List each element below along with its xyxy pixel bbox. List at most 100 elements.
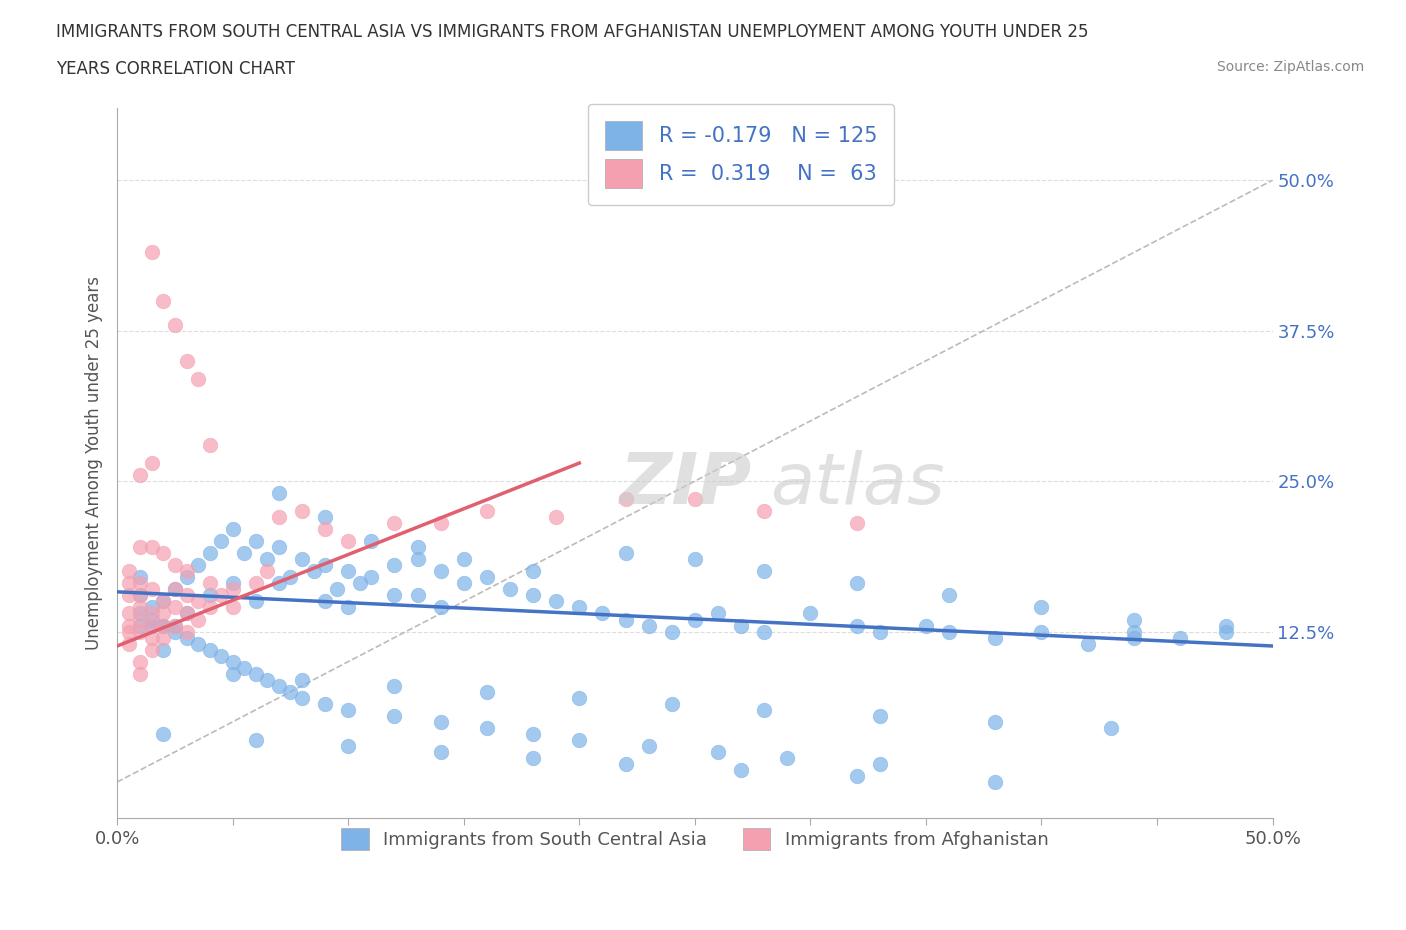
Point xyxy=(314,558,336,573)
Point xyxy=(163,618,186,633)
Point xyxy=(776,751,799,765)
Point xyxy=(129,570,152,585)
Point xyxy=(302,564,325,578)
Point xyxy=(1122,624,1144,639)
Point xyxy=(799,606,821,621)
Point xyxy=(152,546,174,561)
Point xyxy=(129,468,152,483)
Point xyxy=(163,317,186,332)
Point xyxy=(187,612,209,627)
Point xyxy=(176,353,198,368)
Point xyxy=(845,576,868,591)
Point xyxy=(222,600,245,615)
Point xyxy=(384,558,406,573)
Point xyxy=(141,631,163,645)
Point xyxy=(1215,618,1237,633)
Text: ZIP: ZIP xyxy=(620,450,752,519)
Point xyxy=(845,516,868,531)
Point xyxy=(349,576,371,591)
Point xyxy=(187,636,209,651)
Point xyxy=(129,576,152,591)
Point xyxy=(337,564,360,578)
Point xyxy=(129,654,152,669)
Point xyxy=(267,485,290,500)
Point xyxy=(614,546,637,561)
Point xyxy=(198,600,221,615)
Point xyxy=(280,570,302,585)
Point xyxy=(176,631,198,645)
Point xyxy=(984,714,1007,729)
Point xyxy=(661,697,683,711)
Point xyxy=(141,606,163,621)
Point xyxy=(245,576,267,591)
Point xyxy=(406,539,429,554)
Point xyxy=(661,624,683,639)
Point xyxy=(429,744,451,759)
Point xyxy=(187,371,209,386)
Point xyxy=(475,504,498,519)
Point xyxy=(568,733,591,748)
Point xyxy=(163,600,186,615)
Point xyxy=(118,618,141,633)
Point xyxy=(938,624,960,639)
Point xyxy=(118,576,141,591)
Point xyxy=(198,546,221,561)
Point xyxy=(845,768,868,783)
Point xyxy=(118,636,141,651)
Point xyxy=(233,660,256,675)
Point xyxy=(360,534,382,549)
Point xyxy=(1122,631,1144,645)
Point xyxy=(475,721,498,736)
Point xyxy=(141,642,163,657)
Point xyxy=(568,690,591,705)
Point xyxy=(429,516,451,531)
Point xyxy=(568,600,591,615)
Point xyxy=(118,624,141,639)
Point xyxy=(141,539,163,554)
Point xyxy=(1099,721,1122,736)
Point xyxy=(475,684,498,699)
Point xyxy=(522,751,544,765)
Point xyxy=(129,666,152,681)
Point xyxy=(291,690,314,705)
Point xyxy=(129,588,152,603)
Point xyxy=(730,763,752,777)
Point xyxy=(429,564,451,578)
Point xyxy=(522,588,544,603)
Text: Source: ZipAtlas.com: Source: ZipAtlas.com xyxy=(1216,60,1364,74)
Point xyxy=(163,582,186,597)
Point xyxy=(198,576,221,591)
Point xyxy=(1168,631,1191,645)
Point xyxy=(187,558,209,573)
Point xyxy=(522,726,544,741)
Point xyxy=(176,624,198,639)
Point xyxy=(152,293,174,308)
Point xyxy=(337,702,360,717)
Point xyxy=(499,582,522,597)
Point xyxy=(129,618,152,633)
Point xyxy=(325,582,347,597)
Point xyxy=(141,618,163,633)
Point xyxy=(141,618,163,633)
Point xyxy=(129,539,152,554)
Point xyxy=(118,606,141,621)
Point xyxy=(384,588,406,603)
Point xyxy=(267,576,290,591)
Point xyxy=(129,588,152,603)
Point xyxy=(176,588,198,603)
Point xyxy=(754,564,776,578)
Text: atlas: atlas xyxy=(770,450,945,519)
Point xyxy=(222,582,245,597)
Point xyxy=(429,600,451,615)
Point xyxy=(1077,636,1099,651)
Point xyxy=(614,612,637,627)
Point xyxy=(280,684,302,699)
Point xyxy=(209,534,232,549)
Point xyxy=(245,534,267,549)
Point xyxy=(314,510,336,525)
Point xyxy=(754,702,776,717)
Point xyxy=(384,516,406,531)
Point xyxy=(546,594,568,609)
Point xyxy=(245,666,267,681)
Point xyxy=(707,606,730,621)
